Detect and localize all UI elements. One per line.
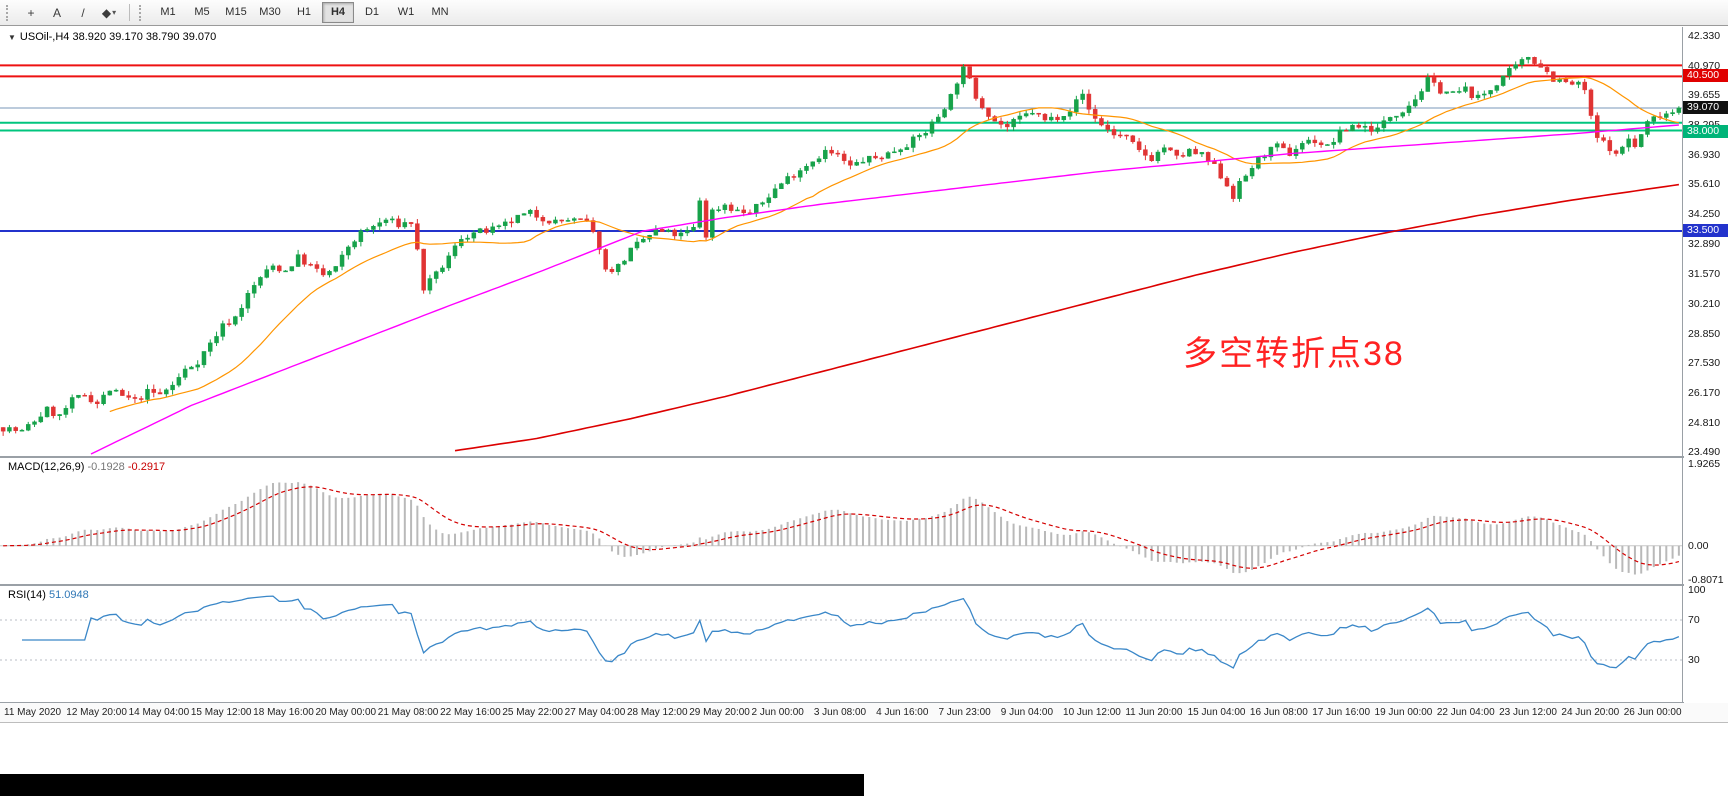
drawing-tools-icon[interactable]: ◆ ▾ xyxy=(101,5,117,20)
toolbar-grip-2[interactable] xyxy=(139,4,145,21)
macd-value-main: -0.1928 xyxy=(87,461,125,473)
price-tick: 23.490 xyxy=(1688,446,1721,458)
price-badge: 38.000 xyxy=(1683,124,1728,138)
ma-slow-line xyxy=(454,183,1680,452)
macd-tick: 0.00 xyxy=(1688,539,1709,552)
macd-tick: 1.9265 xyxy=(1688,458,1721,470)
price-tick: 31.570 xyxy=(1688,267,1721,280)
macd-signal-line xyxy=(3,486,1680,569)
rsi-line xyxy=(22,595,1680,669)
panel-splitter[interactable] xyxy=(0,456,1728,458)
time-tick: 7 Jun 23:00 xyxy=(938,707,991,718)
timeframe-d1[interactable]: D1 xyxy=(364,6,380,18)
rsi-tick: 70 xyxy=(1688,614,1700,626)
price-tick: 34.250 xyxy=(1688,208,1721,221)
toolbar-grip[interactable] xyxy=(6,4,12,21)
time-tick: 12 May 20:00 xyxy=(66,707,127,718)
rsi-tick: 30 xyxy=(1688,654,1700,666)
time-tick: 2 Jun 00:00 xyxy=(751,707,804,718)
price-tick: 32.890 xyxy=(1688,238,1721,251)
time-tick: 25 May 22:00 xyxy=(502,707,563,718)
timeframe-m30[interactable]: M30 xyxy=(259,6,281,18)
time-tick: 16 Jun 08:00 xyxy=(1249,707,1308,718)
macd-tick: -0.8071 xyxy=(1688,574,1724,586)
timeframe-h1[interactable]: H1 xyxy=(296,6,312,18)
price-badge: 40.500 xyxy=(1683,69,1728,83)
toolbar-separator xyxy=(129,4,130,21)
price-axis-separator xyxy=(1682,27,1683,722)
timeframe-w1[interactable]: W1 xyxy=(397,6,415,18)
ma-mid-line xyxy=(90,124,1679,455)
crosshair-icon[interactable]: + xyxy=(27,5,35,20)
price-tick: 39.655 xyxy=(1688,89,1721,102)
price-tick: 40.970 xyxy=(1688,60,1721,73)
rsi-value: 51.0948 xyxy=(48,589,89,601)
tool-group: + A / ◆ ▾ xyxy=(18,2,122,24)
timeframe-m1[interactable]: M1 xyxy=(160,6,176,18)
chart-title-text: USOil-,H4 38.920 39.170 38.790 39.070 xyxy=(19,31,217,43)
time-tick: 23 Jun 12:00 xyxy=(1499,707,1557,718)
price-tick: 24.810 xyxy=(1688,416,1721,429)
trendline-icon[interactable]: / xyxy=(81,5,85,20)
macd-name: MACD(12,26,9) xyxy=(8,461,85,473)
price-badge: 33.500 xyxy=(1683,223,1728,237)
candles xyxy=(0,56,1682,436)
time-tick: 18 May 16:00 xyxy=(253,707,314,718)
time-tick: 28 May 12:00 xyxy=(626,707,688,718)
rsi-name: RSI(14) xyxy=(8,589,46,601)
rsi-tick: 100 xyxy=(1688,584,1706,596)
text-label-icon[interactable]: A xyxy=(52,5,61,20)
time-tick: 26 Jun 00:00 xyxy=(1623,707,1682,718)
timeframe-m15[interactable]: M15 xyxy=(225,6,247,18)
time-tick: 27 May 04:00 xyxy=(564,707,626,718)
time-tick: 19 Jun 00:00 xyxy=(1374,707,1433,718)
macd-histogram xyxy=(8,482,1680,575)
time-tick: 24 Jun 20:00 xyxy=(1561,707,1620,718)
time-tick: 15 May 12:00 xyxy=(190,707,252,718)
price-axis[interactable]: 42.33040.97039.65538.29536.93035.61034.2… xyxy=(1683,27,1728,703)
panel-splitter[interactable] xyxy=(0,702,1728,703)
macd-label: MACD(12,26,9) -0.1928 -0.2917 xyxy=(8,461,165,473)
price-tick: 35.610 xyxy=(1688,178,1721,191)
time-tick: 10 Jun 12:00 xyxy=(1063,707,1121,718)
time-tick: 20 May 00:00 xyxy=(315,707,377,718)
collapse-icon[interactable]: ▼ xyxy=(8,33,16,42)
timeframe-mn[interactable]: MN xyxy=(431,6,449,18)
ma-fast-line xyxy=(109,76,1680,413)
chart-title: ▼ USOil-,H4 38.920 39.170 38.790 39.070 xyxy=(8,31,216,43)
chart-canvas[interactable] xyxy=(0,0,1682,796)
panel-splitter[interactable] xyxy=(0,584,1728,586)
time-tick: 17 Jun 16:00 xyxy=(1312,707,1371,718)
time-tick: 15 Jun 04:00 xyxy=(1187,707,1246,718)
time-tick: 14 May 04:00 xyxy=(128,707,190,718)
time-tick: 4 Jun 16:00 xyxy=(876,707,929,718)
time-tick: 29 May 20:00 xyxy=(689,707,750,718)
chevron-down-icon: ▾ xyxy=(112,8,117,17)
time-tick: 11 May 2020 xyxy=(4,707,62,718)
toolbar: + A / ◆ ▾ M1 M5 M15 M30 H1 H4 D1 W1 MN xyxy=(0,0,1728,26)
price-tick: 27.530 xyxy=(1688,356,1721,369)
time-tick: 3 Jun 08:00 xyxy=(813,707,867,718)
price-tick: 30.210 xyxy=(1688,297,1721,310)
time-axis[interactable]: 11 May 2020 12 May 20:00 14 May 04:00 15 Ma… xyxy=(0,703,1728,723)
price-tick: 28.850 xyxy=(1688,327,1721,340)
price-tick: 36.930 xyxy=(1688,149,1721,162)
horizontal-lines[interactable] xyxy=(0,64,1682,232)
time-tick: 21 May 08:00 xyxy=(377,707,439,718)
rsi-label: RSI(14) 51.0948 xyxy=(8,589,89,601)
macd-value-signal: -0.2917 xyxy=(127,461,166,473)
timeframe-group: M1 M5 M15 M30 H1 H4 D1 W1 MN xyxy=(151,2,457,23)
timeframe-h4[interactable]: H4 xyxy=(322,2,354,23)
price-tick: 42.330 xyxy=(1688,30,1721,42)
time-tick: 22 Jun 04:00 xyxy=(1436,707,1495,718)
taskbar-fragment xyxy=(0,774,864,796)
price-badge: 39.070 xyxy=(1683,100,1728,114)
time-tick: 11 Jun 20:00 xyxy=(1125,707,1183,718)
price-tick: 26.170 xyxy=(1688,386,1721,399)
time-tick: 9 Jun 04:00 xyxy=(1000,707,1053,718)
time-tick: 22 May 16:00 xyxy=(440,707,501,718)
chart-annotation[interactable]: 多空转折点38 xyxy=(1183,335,1405,373)
timeframe-m5[interactable]: M5 xyxy=(194,6,210,18)
